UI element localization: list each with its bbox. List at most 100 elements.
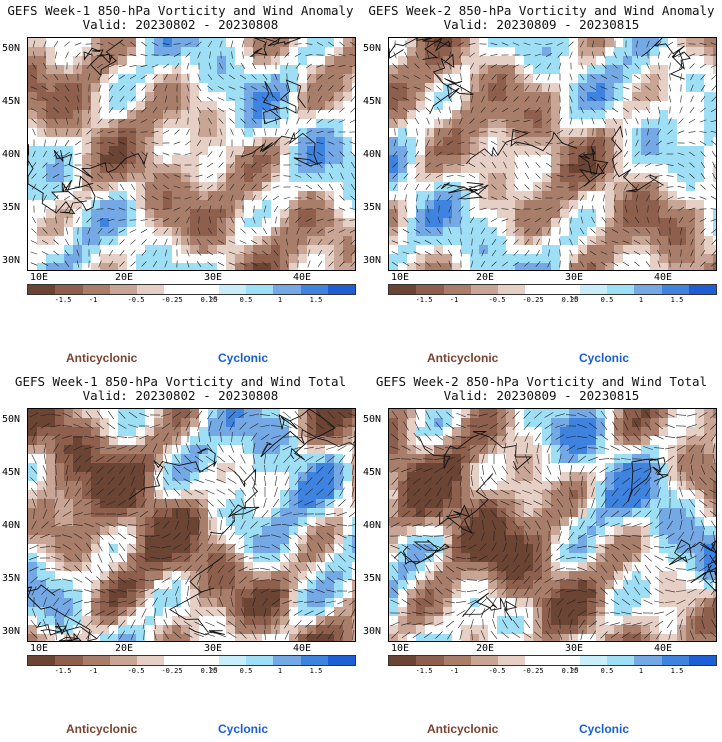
map-canvas [389, 409, 716, 641]
wind-vectors [391, 40, 716, 268]
colorbar-label: -0.5 [127, 296, 145, 304]
longitude-label: 40E [293, 272, 312, 283]
panel-3: GEFS Week-1 850-hPa Vorticity and Wind T… [0, 371, 361, 742]
longitude-label: 30E [204, 272, 223, 283]
colorbar-scale-factor: 10 [569, 666, 579, 675]
colorbar-swatch [191, 285, 219, 294]
colorbar-label: -0.5 [488, 296, 506, 304]
colorbar-swatch [552, 285, 580, 294]
colorbar-swatch [137, 285, 165, 294]
colorbar-label: 1.5 [670, 667, 684, 675]
panel-valid-dates: Valid: 20230809 - 20230815 [443, 388, 640, 403]
latitude-label: 50N [2, 43, 21, 54]
colorbar-swatch [246, 285, 274, 294]
longitude-label: 10E [391, 272, 410, 283]
latitude-label: 40N [2, 149, 21, 160]
colorbar-swatch [55, 285, 83, 294]
colorbar-swatch [661, 285, 689, 294]
colorbar-swatch [552, 656, 580, 665]
colorbar-label: -0.25 [522, 667, 544, 675]
panel-title: GEFS Week-1 850-hPa Vorticity and Wind T… [14, 374, 347, 389]
colorbar-label: -1 [88, 667, 98, 675]
colorbar-swatch [327, 656, 355, 665]
latitude-label: 45N [2, 467, 21, 478]
colorbar-label: -1.5 [54, 667, 72, 675]
panel-1: GEFS Week-1 850-hPa Vorticity and Wind A… [0, 0, 361, 371]
colorbar-scale-factor: 10 [208, 666, 218, 675]
colorbar-label: 0.5 [600, 296, 614, 304]
colorbar-label: -1.5 [415, 667, 433, 675]
wind-vectors [30, 40, 355, 268]
latitude-label: 30N [363, 626, 382, 637]
colorbar-swatch [661, 656, 689, 665]
colorbar-label: 1 [638, 296, 644, 304]
colorbar-swatch [525, 285, 553, 294]
latitude-label: 35N [363, 573, 382, 584]
colorbar-label: -1.5 [54, 296, 72, 304]
colorbar-label: 1 [277, 667, 283, 675]
vorticity-map [27, 408, 356, 642]
panel-title: GEFS Week-2 850-hPa Vorticity and Wind A… [368, 3, 715, 18]
longitude-label: 10E [391, 643, 410, 654]
colorbar-swatch [634, 656, 662, 665]
latitude-label: 35N [363, 202, 382, 213]
latitude-label: 45N [2, 96, 21, 107]
colorbar-label: -1 [88, 296, 98, 304]
anticyclonic-legend: Anticyclonic [66, 351, 138, 365]
longitude-label: 30E [204, 643, 223, 654]
panel-valid-dates: Valid: 20230802 - 20230808 [82, 388, 279, 403]
vorticity-map [388, 37, 717, 271]
longitude-label: 30E [565, 643, 584, 654]
latitude-label: 30N [2, 626, 21, 637]
colorbar-label: 0.5 [239, 667, 253, 675]
colorbar-label: -0.25 [161, 667, 183, 675]
anticyclonic-legend: Anticyclonic [427, 351, 499, 365]
wind-vectors [29, 410, 355, 641]
colorbar-swatch [246, 656, 274, 665]
colorbar-label: 0.5 [600, 667, 614, 675]
longitude-label: 20E [476, 643, 495, 654]
latitude-label: 40N [363, 520, 382, 531]
wind-vectors [389, 410, 716, 641]
colorbar-label: 0.25 [561, 667, 579, 675]
panel-valid-dates: Valid: 20230809 - 20230815 [443, 17, 640, 32]
colorbar-label: -1 [449, 667, 459, 675]
colorbar-label: 0.25 [200, 296, 218, 304]
longitude-label: 10E [30, 272, 49, 283]
colorbar [27, 655, 356, 666]
colorbar-swatch [470, 656, 498, 665]
colorbar-swatch [218, 656, 246, 665]
colorbar-label: -1 [449, 296, 459, 304]
colorbar-label: -0.25 [522, 296, 544, 304]
latitude-label: 30N [363, 255, 382, 266]
map-canvas [28, 409, 355, 641]
colorbar-swatch [416, 656, 444, 665]
colorbar-label: -0.5 [488, 667, 506, 675]
panel-title: GEFS Week-2 850-hPa Vorticity and Wind T… [375, 374, 708, 389]
colorbar-label: 0.25 [561, 296, 579, 304]
map-canvas [28, 38, 355, 270]
colorbar-swatch [416, 285, 444, 294]
map-canvas [389, 38, 716, 270]
colorbar-swatch [443, 656, 471, 665]
colorbar-label: 1.5 [309, 296, 323, 304]
colorbar-swatch [55, 656, 83, 665]
latitude-label: 40N [363, 149, 382, 160]
cyclonic-legend: Cyclonic [218, 351, 269, 365]
colorbar-swatch [579, 656, 607, 665]
colorbar-swatch [389, 285, 417, 294]
cyclonic-legend: Cyclonic [579, 722, 630, 736]
colorbar-swatch [389, 656, 417, 665]
longitude-label: 20E [115, 643, 134, 654]
colorbar-swatch [109, 656, 137, 665]
latitude-label: 35N [2, 202, 21, 213]
colorbar-swatch [28, 285, 56, 294]
longitude-label: 30E [565, 272, 584, 283]
colorbar-swatch [82, 285, 110, 294]
longitude-label: 40E [654, 272, 673, 283]
colorbar-swatch [273, 285, 301, 294]
colorbar [27, 284, 356, 295]
colorbar-swatch [82, 656, 110, 665]
colorbar-label: 0.25 [200, 667, 218, 675]
colorbar-swatch [525, 656, 553, 665]
